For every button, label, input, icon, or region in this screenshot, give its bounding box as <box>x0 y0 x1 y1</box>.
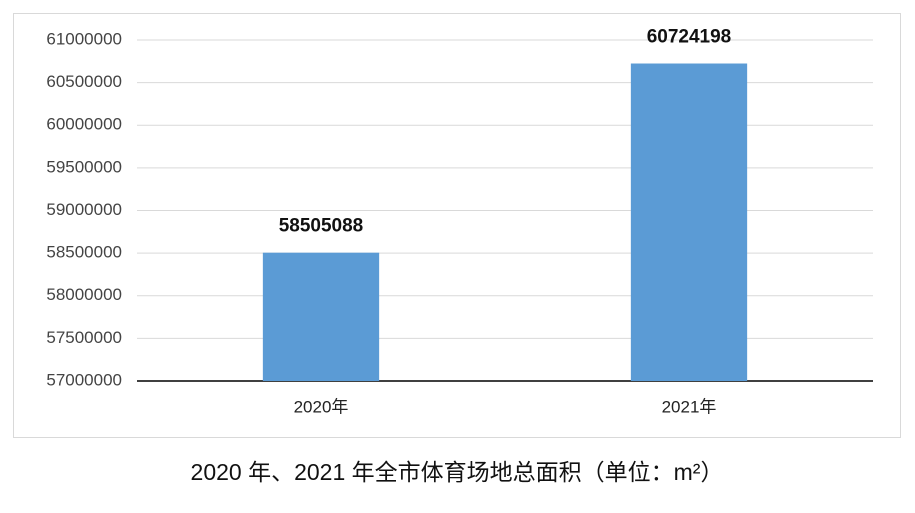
y-tick-label: 60500000 <box>46 72 122 91</box>
chart-border <box>13 13 901 438</box>
y-tick-label: 59000000 <box>46 200 122 219</box>
y-tick-label: 60000000 <box>46 115 122 134</box>
x-tick-label: 2021年 <box>662 397 717 416</box>
x-tick-label: 2020年 <box>294 397 349 416</box>
bar <box>630 63 748 382</box>
value-label: 58505088 <box>279 216 364 237</box>
bar <box>262 252 380 381</box>
y-tick-label: 59500000 <box>46 157 122 176</box>
y-tick-label: 61000000 <box>46 29 122 48</box>
value-label: 60724198 <box>647 27 732 48</box>
y-tick-label: 57000000 <box>46 370 122 389</box>
y-tick-label: 57500000 <box>46 328 122 347</box>
chart-title: 2020 年、2021 年全市体育场地总面积（单位：m²） <box>191 459 724 485</box>
y-tick-label: 58500000 <box>46 243 122 262</box>
y-tick-label: 58000000 <box>46 285 122 304</box>
